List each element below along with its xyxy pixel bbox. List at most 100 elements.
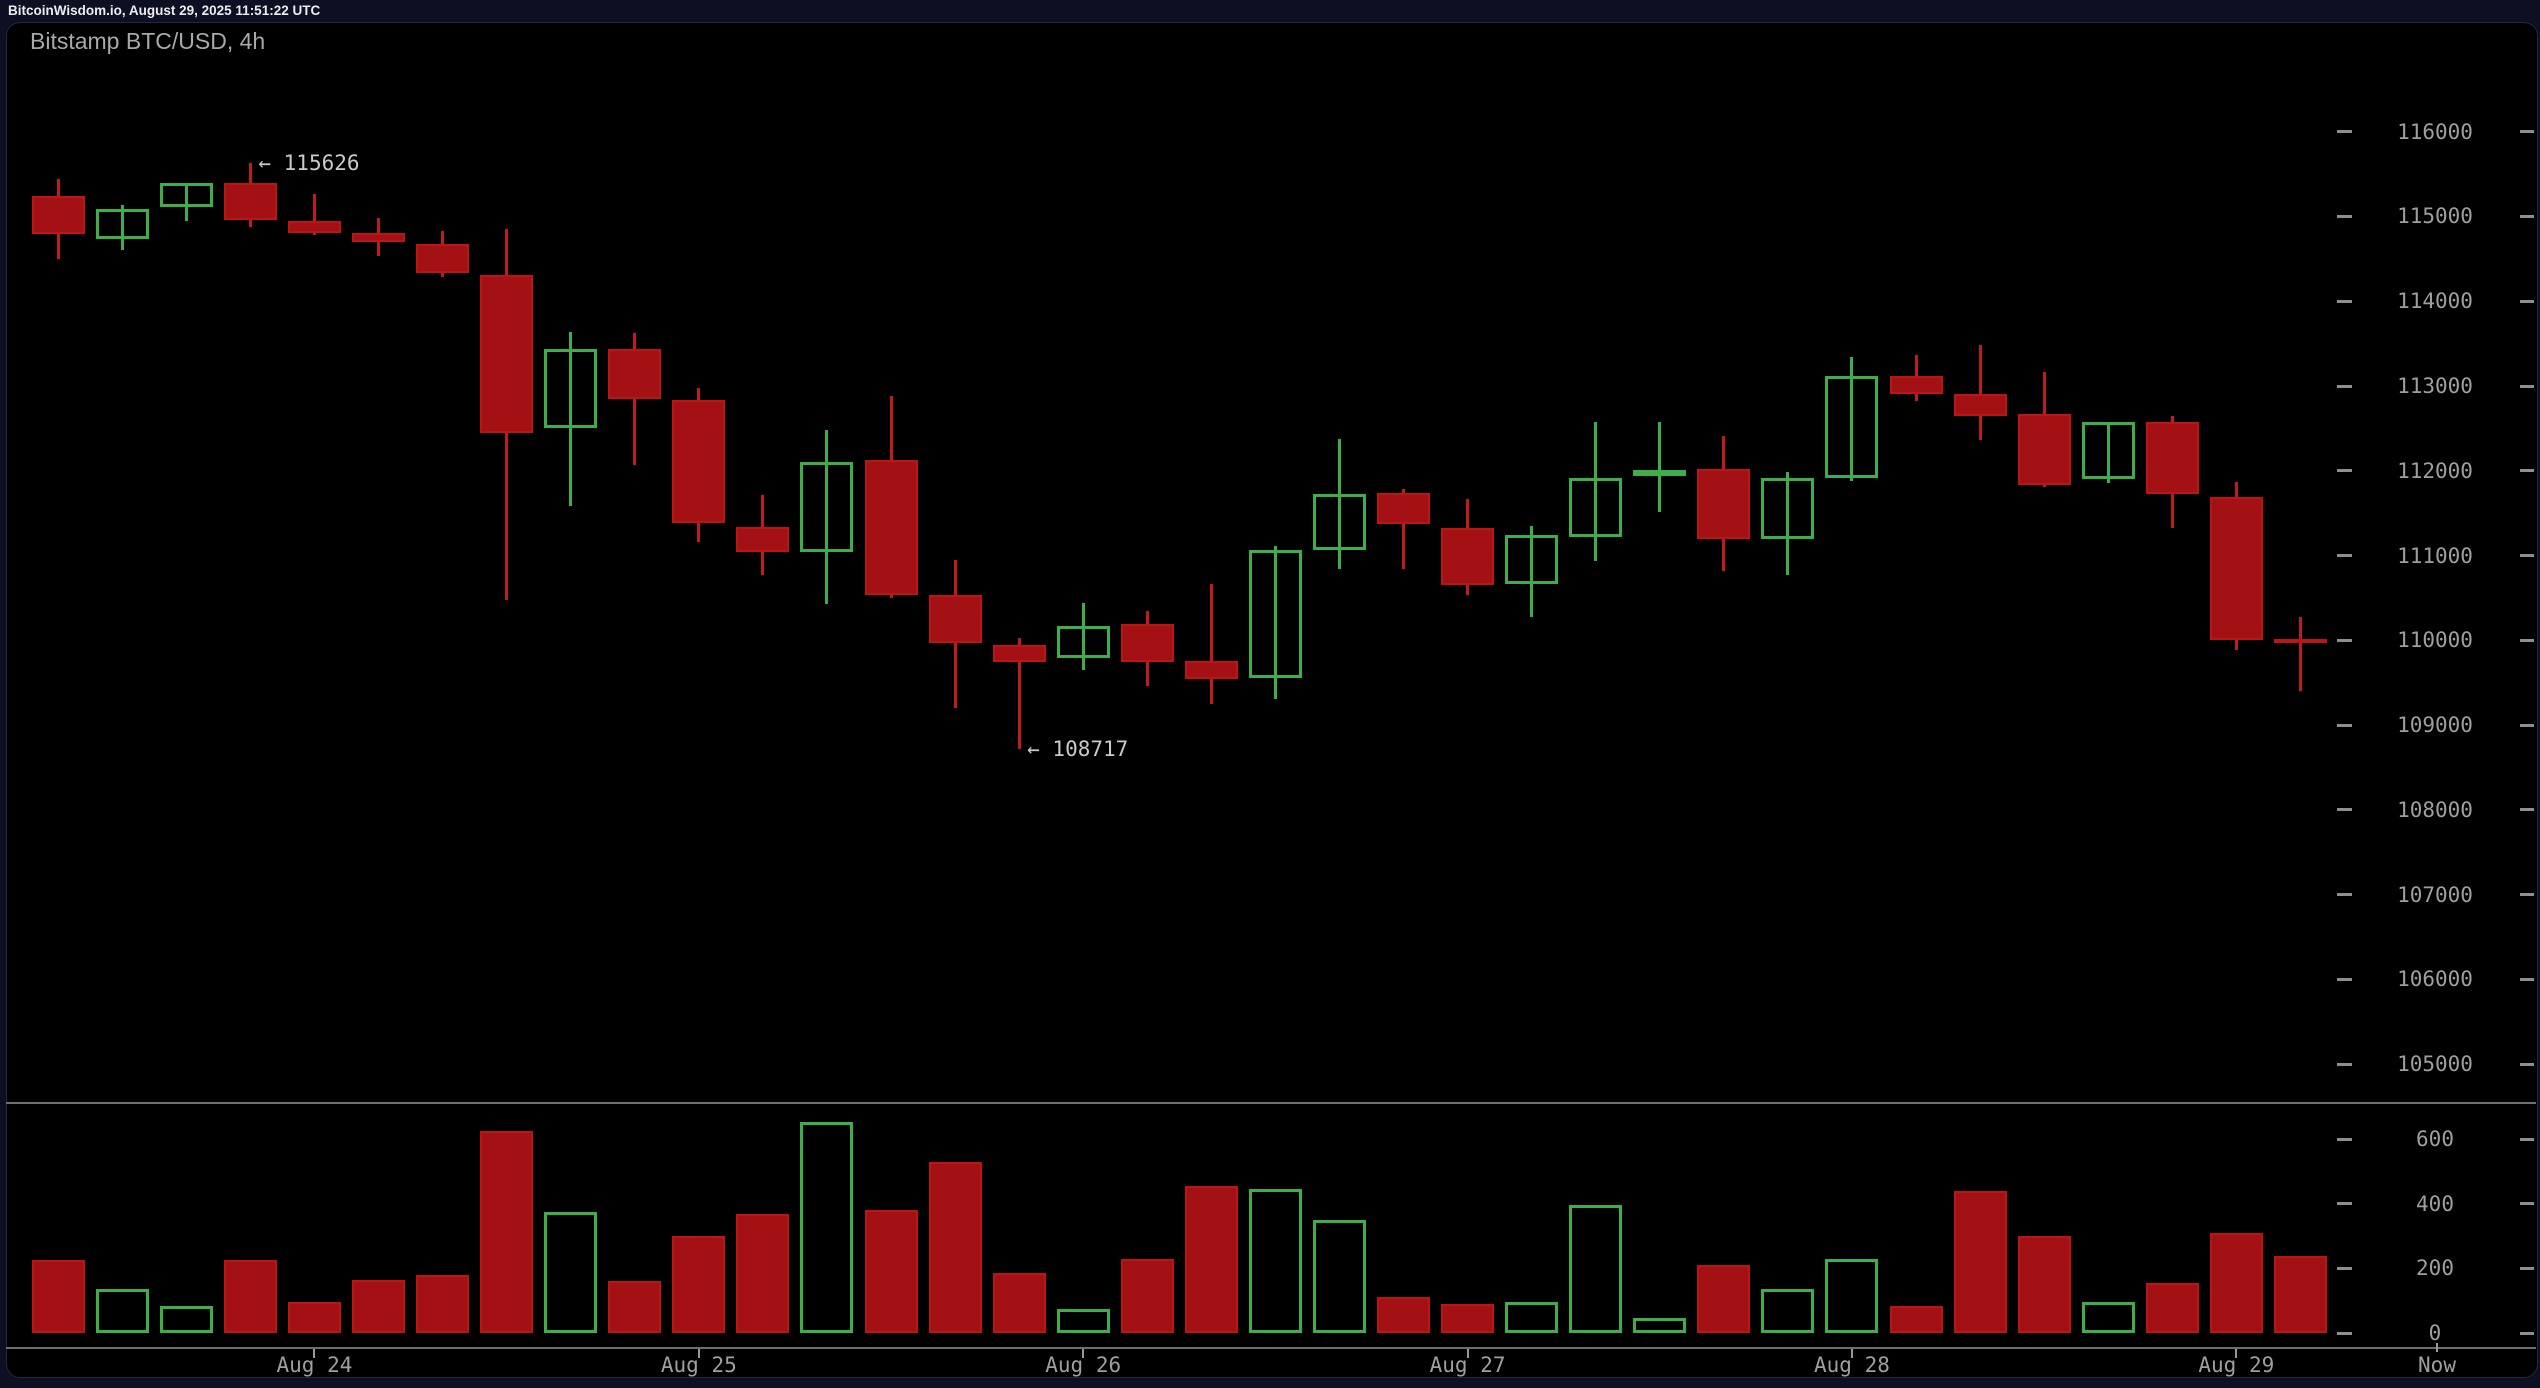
volume-bar[interactable] — [1056, 1308, 1110, 1333]
candlestick[interactable] — [2209, 497, 2263, 641]
volume-bar[interactable] — [1377, 1297, 1431, 1333]
candlestick[interactable] — [95, 208, 149, 240]
volume-bar[interactable] — [1569, 1205, 1623, 1333]
volume-bar[interactable] — [2209, 1232, 2263, 1333]
volume-bar[interactable] — [1953, 1190, 2007, 1333]
volume-bar[interactable] — [928, 1161, 982, 1333]
candlestick[interactable] — [800, 462, 854, 553]
candle-wick[interactable] — [120, 205, 124, 250]
candle-wick[interactable] — [1273, 546, 1277, 699]
candlestick[interactable] — [2273, 638, 2327, 643]
candle-wick[interactable] — [1017, 637, 1021, 750]
volume-bar[interactable] — [1248, 1189, 1302, 1333]
candlestick[interactable] — [928, 594, 982, 643]
candlestick[interactable] — [1248, 550, 1302, 679]
candlestick[interactable] — [1697, 469, 1751, 540]
chart-panel[interactable] — [6, 22, 2538, 1378]
volume-bar[interactable] — [608, 1281, 662, 1333]
candle-wick[interactable] — [569, 331, 573, 507]
candlestick[interactable] — [2081, 422, 2135, 480]
candlestick[interactable] — [992, 644, 1046, 663]
candle-wick[interactable] — [1530, 525, 1534, 617]
price-tick-label: 108000 — [2397, 797, 2473, 822]
candlestick[interactable] — [2145, 422, 2199, 494]
volume-bar[interactable] — [1633, 1318, 1687, 1333]
volume-bar[interactable] — [2017, 1236, 2071, 1333]
volume-bar[interactable] — [1825, 1258, 1879, 1333]
candlestick[interactable] — [31, 196, 85, 235]
candlestick[interactable] — [1184, 660, 1238, 680]
candlestick[interactable] — [608, 348, 662, 399]
candlestick[interactable] — [287, 220, 341, 233]
price-tick-label: 107000 — [2397, 882, 2473, 907]
volume-bar[interactable] — [287, 1302, 341, 1333]
volume-bar[interactable] — [352, 1279, 405, 1333]
price-tick-dash-left — [2337, 214, 2352, 218]
candle-wick[interactable] — [1850, 357, 1854, 481]
candlestick[interactable] — [2017, 413, 2071, 486]
candlestick[interactable] — [480, 274, 534, 433]
candlestick[interactable] — [1056, 625, 1110, 659]
candle-wick[interactable] — [2106, 421, 2110, 484]
candle-wick[interactable] — [1978, 345, 1982, 441]
candle-wick[interactable] — [2298, 617, 2302, 692]
volume-bar[interactable] — [1761, 1289, 1815, 1333]
volume-bar[interactable] — [159, 1305, 213, 1333]
volume-bar[interactable] — [1312, 1219, 1366, 1333]
candle-wick[interactable] — [312, 194, 316, 236]
volume-bar[interactable] — [480, 1131, 534, 1333]
candle-wick[interactable] — [1786, 472, 1790, 576]
candlestick[interactable] — [352, 232, 405, 242]
volume-bar[interactable] — [672, 1236, 726, 1333]
candlestick[interactable] — [864, 459, 918, 595]
volume-bar[interactable] — [864, 1210, 918, 1333]
candle-wick[interactable] — [1594, 422, 1598, 562]
candle-wick[interactable] — [1081, 603, 1085, 670]
volume-tick-label: 600 — [2416, 1127, 2454, 1152]
candlestick[interactable] — [1825, 375, 1879, 479]
candle-wick[interactable] — [1658, 421, 1662, 513]
volume-bar[interactable] — [736, 1213, 790, 1333]
candlestick[interactable] — [672, 400, 726, 524]
candlestick[interactable] — [1569, 477, 1623, 537]
volume-bar[interactable] — [992, 1273, 1046, 1333]
volume-bar[interactable] — [800, 1121, 854, 1333]
candlestick[interactable] — [416, 243, 470, 274]
volume-bar[interactable] — [31, 1260, 85, 1333]
volume-bar[interactable] — [2145, 1282, 2199, 1333]
volume-bar[interactable] — [416, 1274, 470, 1333]
volume-bar[interactable] — [1184, 1186, 1238, 1333]
candle-wick[interactable] — [1209, 583, 1213, 704]
volume-bar[interactable] — [95, 1289, 149, 1333]
volume-bar[interactable] — [2273, 1255, 2327, 1333]
volume-bar[interactable] — [544, 1211, 598, 1333]
candle-wick[interactable] — [633, 332, 637, 465]
candlestick[interactable] — [1953, 393, 2007, 416]
candlestick[interactable] — [223, 183, 277, 220]
volume-bar[interactable] — [2081, 1302, 2135, 1333]
volume-bar[interactable] — [1120, 1258, 1174, 1333]
volume-bar[interactable] — [1505, 1302, 1559, 1333]
candle-wick[interactable] — [1402, 488, 1406, 570]
candle-wick[interactable] — [184, 182, 188, 221]
candlestick[interactable] — [1889, 375, 1943, 394]
candlestick[interactable] — [736, 526, 790, 553]
candlestick[interactable] — [1120, 624, 1174, 663]
candle-wick[interactable] — [1337, 439, 1341, 570]
candle-wick[interactable] — [825, 430, 829, 604]
candlestick[interactable] — [544, 348, 598, 429]
candlestick[interactable] — [1761, 478, 1815, 540]
volume-bar[interactable] — [1697, 1265, 1751, 1333]
candlestick[interactable] — [159, 183, 213, 208]
volume-bar[interactable] — [1441, 1303, 1495, 1333]
candlestick[interactable] — [1312, 493, 1366, 551]
candlestick[interactable] — [1377, 492, 1431, 525]
price-tick-dash-right — [2520, 554, 2534, 558]
candlestick[interactable] — [1505, 535, 1559, 584]
candlestick[interactable] — [1441, 527, 1495, 586]
volume-bar[interactable] — [223, 1260, 277, 1333]
volume-bar[interactable] — [1889, 1305, 1943, 1333]
price-tick-dash-right — [2520, 1062, 2534, 1066]
price-tick-label: 111000 — [2397, 543, 2473, 568]
candlestick[interactable] — [1633, 469, 1687, 476]
